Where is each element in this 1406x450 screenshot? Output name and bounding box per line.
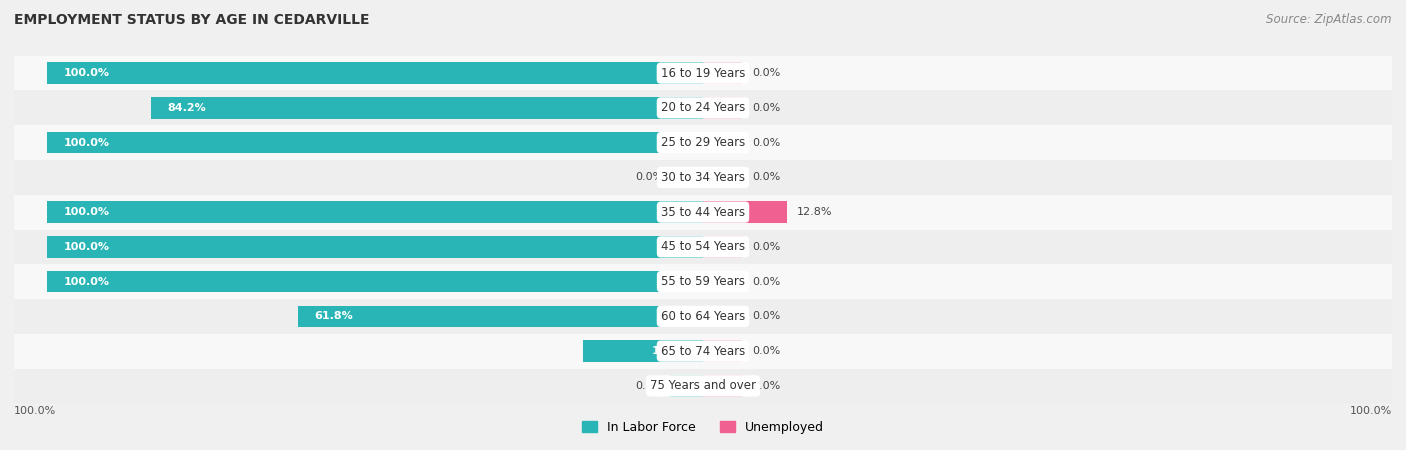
Text: 100.0%: 100.0% [63,207,110,217]
Bar [14,369,1392,403]
Bar [46,201,703,223]
Bar [703,340,742,362]
Bar [583,340,703,362]
Bar [14,264,1392,299]
Bar [671,375,703,396]
Legend: In Labor Force, Unemployed: In Labor Force, Unemployed [582,421,824,434]
Bar [46,236,703,258]
Text: 0.0%: 0.0% [752,172,780,182]
Bar [671,166,703,188]
Bar [14,56,1392,90]
Bar [14,195,1392,230]
Bar [46,132,703,153]
Text: 100.0%: 100.0% [1350,406,1392,416]
Text: 0.0%: 0.0% [752,242,780,252]
Text: 100.0%: 100.0% [14,406,56,416]
Text: 100.0%: 100.0% [63,138,110,148]
Text: 12.8%: 12.8% [797,207,832,217]
Text: 75 Years and over: 75 Years and over [650,379,756,392]
Text: 100.0%: 100.0% [63,242,110,252]
Bar [703,201,787,223]
Bar [14,299,1392,334]
Text: 84.2%: 84.2% [167,103,205,113]
Text: 0.0%: 0.0% [636,381,664,391]
Bar [703,63,742,84]
Text: 16 to 19 Years: 16 to 19 Years [661,67,745,80]
Text: 55 to 59 Years: 55 to 59 Years [661,275,745,288]
Text: 65 to 74 Years: 65 to 74 Years [661,345,745,358]
Text: 25 to 29 Years: 25 to 29 Years [661,136,745,149]
Text: 0.0%: 0.0% [636,172,664,182]
Text: Source: ZipAtlas.com: Source: ZipAtlas.com [1267,14,1392,27]
Text: 100.0%: 100.0% [63,277,110,287]
Bar [703,132,742,153]
Text: 0.0%: 0.0% [752,381,780,391]
Text: EMPLOYMENT STATUS BY AGE IN CEDARVILLE: EMPLOYMENT STATUS BY AGE IN CEDARVILLE [14,14,370,27]
Text: 61.8%: 61.8% [314,311,353,321]
Text: 0.0%: 0.0% [752,277,780,287]
Bar [703,271,742,292]
Text: 100.0%: 100.0% [63,68,110,78]
Bar [703,166,742,188]
Text: 0.0%: 0.0% [752,68,780,78]
Bar [14,334,1392,369]
Bar [703,375,742,396]
Text: 30 to 34 Years: 30 to 34 Years [661,171,745,184]
Text: 45 to 54 Years: 45 to 54 Years [661,240,745,253]
Bar [14,125,1392,160]
Text: 0.0%: 0.0% [752,311,780,321]
Bar [14,160,1392,195]
Text: 60 to 64 Years: 60 to 64 Years [661,310,745,323]
Bar [14,90,1392,125]
Text: 0.0%: 0.0% [752,346,780,356]
Text: 18.3%: 18.3% [651,346,690,356]
Bar [703,306,742,327]
Bar [150,97,703,119]
Bar [46,271,703,292]
Bar [703,236,742,258]
Text: 0.0%: 0.0% [752,103,780,113]
Text: 0.0%: 0.0% [752,138,780,148]
Text: 20 to 24 Years: 20 to 24 Years [661,101,745,114]
Text: 35 to 44 Years: 35 to 44 Years [661,206,745,219]
Bar [703,97,742,119]
Bar [298,306,703,327]
Bar [46,63,703,84]
Bar [14,230,1392,264]
